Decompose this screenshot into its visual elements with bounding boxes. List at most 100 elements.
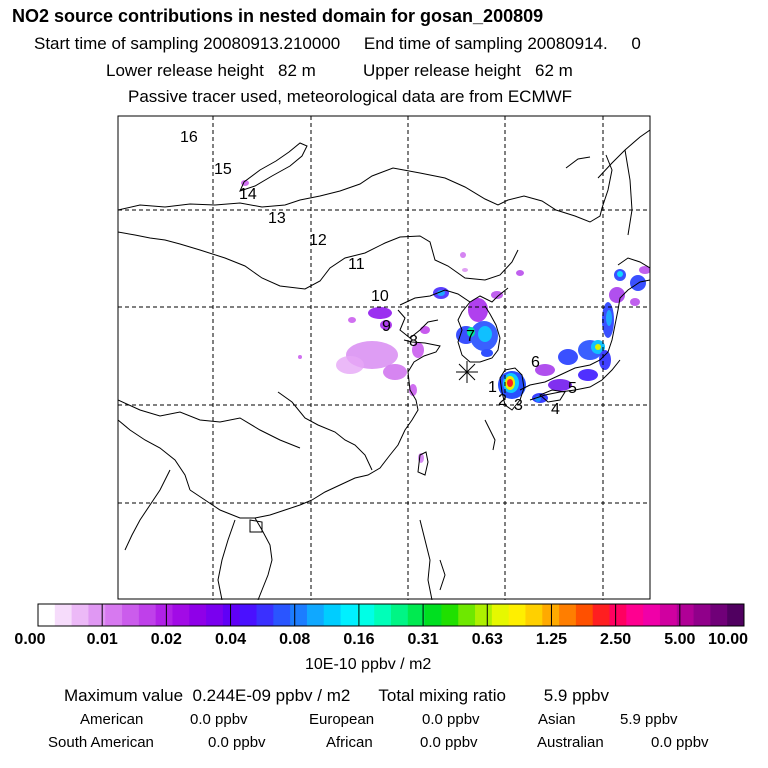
region-south-american-value: 0.0 ppbv (208, 734, 266, 751)
trajectory-label-6: 6 (531, 354, 540, 371)
receptor-star-icon (456, 361, 478, 383)
trajectory-label-9: 9 (382, 318, 391, 335)
legend-cell (659, 604, 678, 626)
legend-cell (491, 604, 510, 626)
legend-cell (206, 604, 224, 626)
legend-tick-label: 0.00 (14, 631, 46, 648)
release-heights: Lower release height 82 m Upper release … (106, 61, 573, 81)
legend-cell (138, 604, 157, 626)
legend-tick-label: 10.00 (707, 631, 749, 648)
legend-tick-label: 0.04 (214, 631, 247, 648)
legend-cell (727, 604, 745, 626)
map-panel: 1 2 3 4 5 6 7 8 9 10 11 12 13 14 15 16 (117, 115, 651, 600)
legend-cell (222, 604, 241, 626)
legend-cell (256, 604, 274, 626)
legend-cell (609, 604, 627, 626)
legend-cell (54, 604, 73, 626)
legend-cell (239, 604, 258, 626)
region-asian-value: 5.9 ppbv (620, 711, 678, 728)
lower-label: Lower release height (106, 61, 264, 80)
legend-cell (693, 604, 711, 626)
region-south-american-label: South American (48, 734, 154, 751)
legend-cell (290, 604, 308, 626)
legend-cell (155, 604, 173, 626)
total-label: Total mixing ratio (378, 686, 506, 705)
coastline (118, 129, 650, 600)
trajectory-label-15: 15 (214, 161, 232, 178)
upper-label: Upper release height (363, 61, 521, 80)
legend-cell (643, 604, 661, 626)
end-suffix: 0 (631, 34, 641, 53)
upper-value: 62 m (535, 61, 573, 80)
legend-cell (441, 604, 459, 626)
trajectory-label-16: 16 (180, 129, 198, 146)
legend-cell (592, 604, 611, 626)
legend-tick-label: 0.16 (343, 631, 375, 648)
end-value: 20080914. (527, 34, 608, 53)
trajectory-label-8: 8 (409, 333, 418, 350)
sampling-times: Start time of sampling 20080913.210000 E… (34, 34, 641, 54)
legend-cell (38, 604, 56, 626)
trajectory-label-14: 14 (239, 186, 257, 203)
trajectory-label-13: 13 (268, 210, 286, 227)
legend-cell (172, 604, 190, 626)
legend-cell (357, 604, 375, 626)
legend-cell (575, 604, 594, 626)
lower-value: 82 m (278, 61, 316, 80)
concentration-field (241, 180, 650, 463)
max-value: 0.244E-09 ppbv / m2 (192, 686, 351, 705)
legend-cell (475, 604, 493, 626)
legend-cell (391, 604, 409, 626)
legend-cell (508, 604, 526, 626)
max-label: Maximum value (64, 686, 184, 705)
legend-cell (407, 604, 426, 626)
legend-cell (458, 604, 476, 626)
trajectory-label-1: 1 (488, 379, 497, 396)
trajectory-label-2: 2 (498, 392, 507, 409)
legend-cell (323, 604, 342, 626)
color-legend (37, 603, 745, 627)
grid (118, 116, 650, 600)
max-total-line: Maximum value 0.244E-09 ppbv / m2 Total … (64, 686, 609, 706)
region-european-value: 0.0 ppbv (422, 711, 480, 728)
region-african-label: African (326, 734, 373, 751)
legend-cell (105, 604, 123, 626)
legend-cell (122, 604, 140, 626)
region-american-label: American (80, 711, 144, 728)
legend-tick-label: 0.08 (279, 631, 311, 648)
legend-cell (525, 604, 543, 626)
trajectory-label-11: 11 (348, 256, 365, 273)
legend-cell (273, 604, 291, 626)
trajectory-label-3: 3 (514, 397, 523, 414)
trajectory-label-10: 10 (371, 288, 389, 305)
legend-tick-label: 0.01 (86, 631, 118, 648)
region-australian-label: Australian (537, 734, 604, 751)
legend-cell (542, 604, 560, 626)
page-title: NO2 source contributions in nested domai… (12, 6, 544, 26)
region-european-label: European (309, 711, 375, 728)
legend-cell (306, 604, 325, 626)
start-label: Start time of sampling (34, 34, 199, 53)
legend-cell (626, 604, 644, 626)
legend-tick-label: 2.50 (600, 631, 632, 648)
legend-cell (88, 604, 106, 626)
region-african-value: 0.0 ppbv (420, 734, 478, 751)
legend-cell (676, 604, 695, 626)
map-frame (117, 115, 651, 600)
legend-cell (424, 604, 442, 626)
end-label: End time of sampling (363, 34, 523, 53)
trajectory-label-12: 12 (309, 232, 327, 249)
legend-cell (710, 604, 728, 626)
legend-tick-label: 0.31 (407, 631, 439, 648)
legend-tick-label: 1.25 (535, 631, 568, 648)
total-value: 5.9 ppbv (543, 686, 609, 705)
legend-cell (559, 604, 577, 626)
legend-cell (374, 604, 392, 626)
legend-unit: 10E-10 ppbv / m2 (305, 656, 432, 673)
legend-cell (340, 604, 358, 626)
legend-cell (189, 604, 207, 626)
legend-cell (71, 604, 89, 626)
tracer-note: Passive tracer used, meteorological data… (128, 87, 573, 106)
region-australian-value: 0.0 ppbv (651, 734, 709, 751)
legend-tick-label: 0.02 (150, 631, 182, 648)
